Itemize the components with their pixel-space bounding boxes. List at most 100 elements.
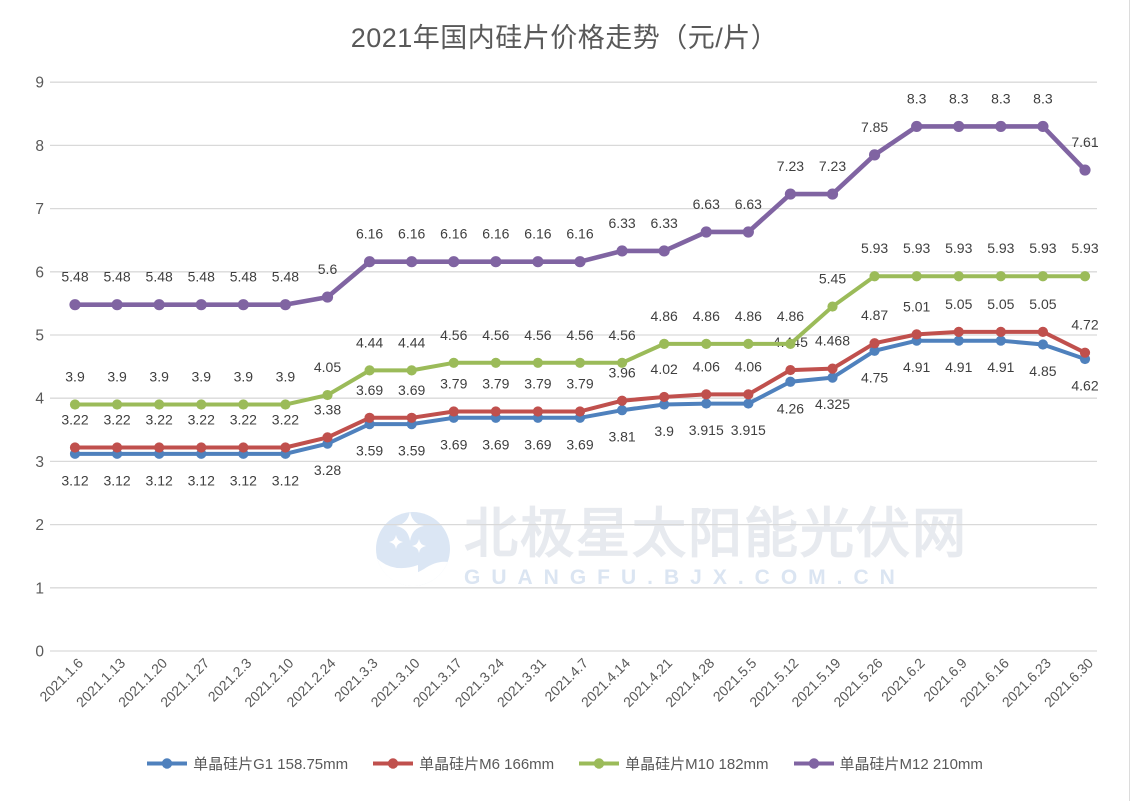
data-point-marker <box>742 226 754 238</box>
data-label: 8.3 <box>949 90 969 106</box>
y-axis-tick-label: 7 <box>35 201 44 218</box>
data-label: 6.16 <box>356 226 383 242</box>
data-point-marker <box>953 120 965 133</box>
data-point-marker <box>406 256 418 268</box>
data-point-marker <box>785 376 796 387</box>
data-point-marker <box>154 442 165 453</box>
data-label: 4.56 <box>524 327 551 343</box>
watermark-text: 北极星太阳能光伏网 <box>464 503 968 564</box>
data-label: 8.3 <box>991 90 1011 106</box>
data-label: 5.6 <box>318 261 338 277</box>
data-point-marker <box>532 406 544 417</box>
data-label: 5.48 <box>230 269 257 285</box>
data-label: 3.22 <box>61 411 88 427</box>
data-label: 6.63 <box>735 196 762 212</box>
data-point-marker <box>69 442 81 453</box>
data-label: 3.69 <box>356 382 383 398</box>
data-label: 3.69 <box>398 382 425 398</box>
data-label: 3.69 <box>482 436 509 452</box>
data-label: 5.93 <box>945 240 972 256</box>
data-label: 3.9 <box>192 369 212 385</box>
data-label: 6.16 <box>440 226 467 242</box>
data-point-marker <box>1079 347 1091 358</box>
y-axis-tick-label: 5 <box>35 328 44 345</box>
data-label: 3.22 <box>272 411 299 427</box>
data-label: 4.86 <box>735 308 762 324</box>
data-point-marker <box>911 120 923 133</box>
data-label: 3.69 <box>524 436 551 452</box>
legend-item-1: 单晶硅片G1 158.75mm <box>146 753 348 774</box>
data-label: 3.12 <box>146 472 173 488</box>
data-label: 5.48 <box>61 269 88 285</box>
y-axis-tick-label: 2 <box>35 517 44 534</box>
data-point-marker <box>1079 271 1091 282</box>
data-label: 3.9 <box>107 369 127 385</box>
data-label: 3.81 <box>608 429 635 445</box>
data-label: 4.05 <box>314 359 341 375</box>
data-label: 5.48 <box>103 269 130 285</box>
watermark: 北极星太阳能光伏网 GUANGFU.BJX.COM.CN <box>372 503 968 591</box>
data-label: 3.79 <box>524 375 551 391</box>
x-axis-tick-label: 2021.6.2 <box>878 655 928 705</box>
data-point-marker <box>280 399 291 410</box>
data-point-marker <box>490 406 501 417</box>
data-label: 5.45 <box>819 271 846 287</box>
y-axis-tick-label: 4 <box>35 391 44 408</box>
data-label: 3.22 <box>103 411 130 427</box>
y-axis-tick-label: 0 <box>35 644 44 661</box>
watermark-star-logo-icon <box>376 512 450 586</box>
data-point-marker <box>490 357 501 368</box>
data-label: 4.75 <box>861 369 888 385</box>
data-point-marker <box>827 372 838 383</box>
data-label: 3.22 <box>146 411 173 427</box>
data-label: 3.12 <box>272 472 299 488</box>
data-label: 4.56 <box>482 327 509 343</box>
data-point-marker <box>490 256 502 268</box>
data-point-marker <box>911 329 922 340</box>
data-label: 4.86 <box>777 308 804 324</box>
data-label: 6.16 <box>398 226 425 242</box>
data-point-marker <box>448 357 459 368</box>
data-label: 3.12 <box>103 472 130 488</box>
data-point-marker <box>1079 164 1091 176</box>
data-point-marker <box>195 299 207 311</box>
data-point-marker <box>574 357 586 368</box>
legend-label: 单晶硅片M10 182mm <box>625 756 769 773</box>
data-point-marker <box>953 271 964 282</box>
data-point-marker <box>1037 120 1049 133</box>
data-label: 3.9 <box>65 369 85 385</box>
data-point-marker <box>701 398 712 409</box>
data-point-marker <box>658 245 670 257</box>
data-label: 3.915 <box>689 422 724 438</box>
data-point-marker <box>659 391 670 403</box>
data-point-marker <box>111 399 123 410</box>
data-point-marker <box>448 256 460 268</box>
data-point-marker <box>784 188 797 200</box>
legend-label: 单晶硅片G1 158.75mm <box>193 756 349 773</box>
watermark-subtext: GUANGFU.BJX.COM.CN <box>464 565 906 589</box>
data-label: 4.86 <box>651 308 678 324</box>
data-point-marker <box>69 399 81 410</box>
data-point-marker <box>406 412 417 423</box>
watermark-text-block: 北极星太阳能光伏网 GUANGFU.BJX.COM.CN <box>464 507 968 588</box>
data-point-marker <box>1037 326 1049 337</box>
data-label: 6.16 <box>566 226 593 242</box>
data-point-marker <box>279 299 292 311</box>
data-label: 7.85 <box>861 119 888 135</box>
data-point-marker <box>953 326 964 337</box>
data-label: 4.44 <box>356 334 383 350</box>
data-label: 3.79 <box>482 375 509 391</box>
data-label: 5.48 <box>146 269 173 285</box>
data-label: 4.325 <box>815 396 850 412</box>
data-label: 5.93 <box>1029 240 1056 256</box>
y-axis-tick-label: 6 <box>35 264 44 281</box>
data-point-marker <box>364 412 375 423</box>
data-label: 3.22 <box>230 411 257 427</box>
data-label: 5.93 <box>1071 240 1098 256</box>
data-point-marker <box>364 365 375 376</box>
data-label: 4.56 <box>566 327 593 343</box>
data-point-marker <box>154 399 165 410</box>
data-point-marker <box>111 442 123 453</box>
